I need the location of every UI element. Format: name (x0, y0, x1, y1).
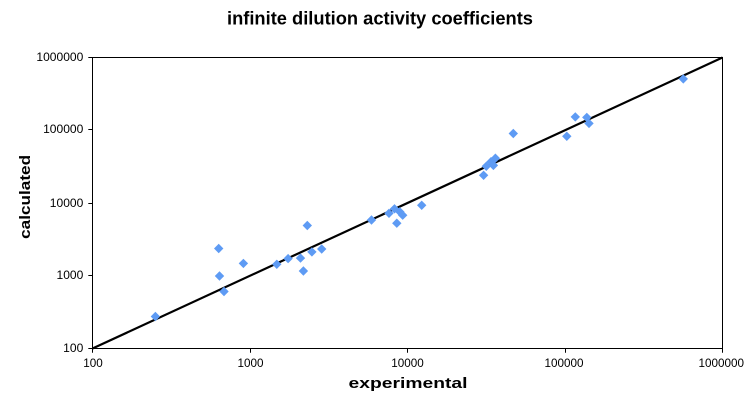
svg-text:1000: 1000 (57, 268, 84, 282)
svg-text:experimental: experimental (349, 375, 468, 392)
svg-text:1000: 1000 (238, 356, 264, 370)
svg-text:10000: 10000 (50, 196, 84, 210)
svg-text:100000: 100000 (43, 122, 84, 136)
svg-text:1000000: 1000000 (699, 356, 745, 370)
svg-text:infinite dilution activity coe: infinite dilution activity coefficients (227, 8, 533, 28)
svg-text:1000000: 1000000 (36, 50, 83, 64)
svg-text:calculated: calculated (17, 155, 34, 239)
svg-text:10000: 10000 (391, 356, 424, 370)
svg-text:100: 100 (63, 341, 83, 355)
svg-text:100000: 100000 (545, 356, 584, 370)
svg-text:100: 100 (83, 356, 103, 370)
